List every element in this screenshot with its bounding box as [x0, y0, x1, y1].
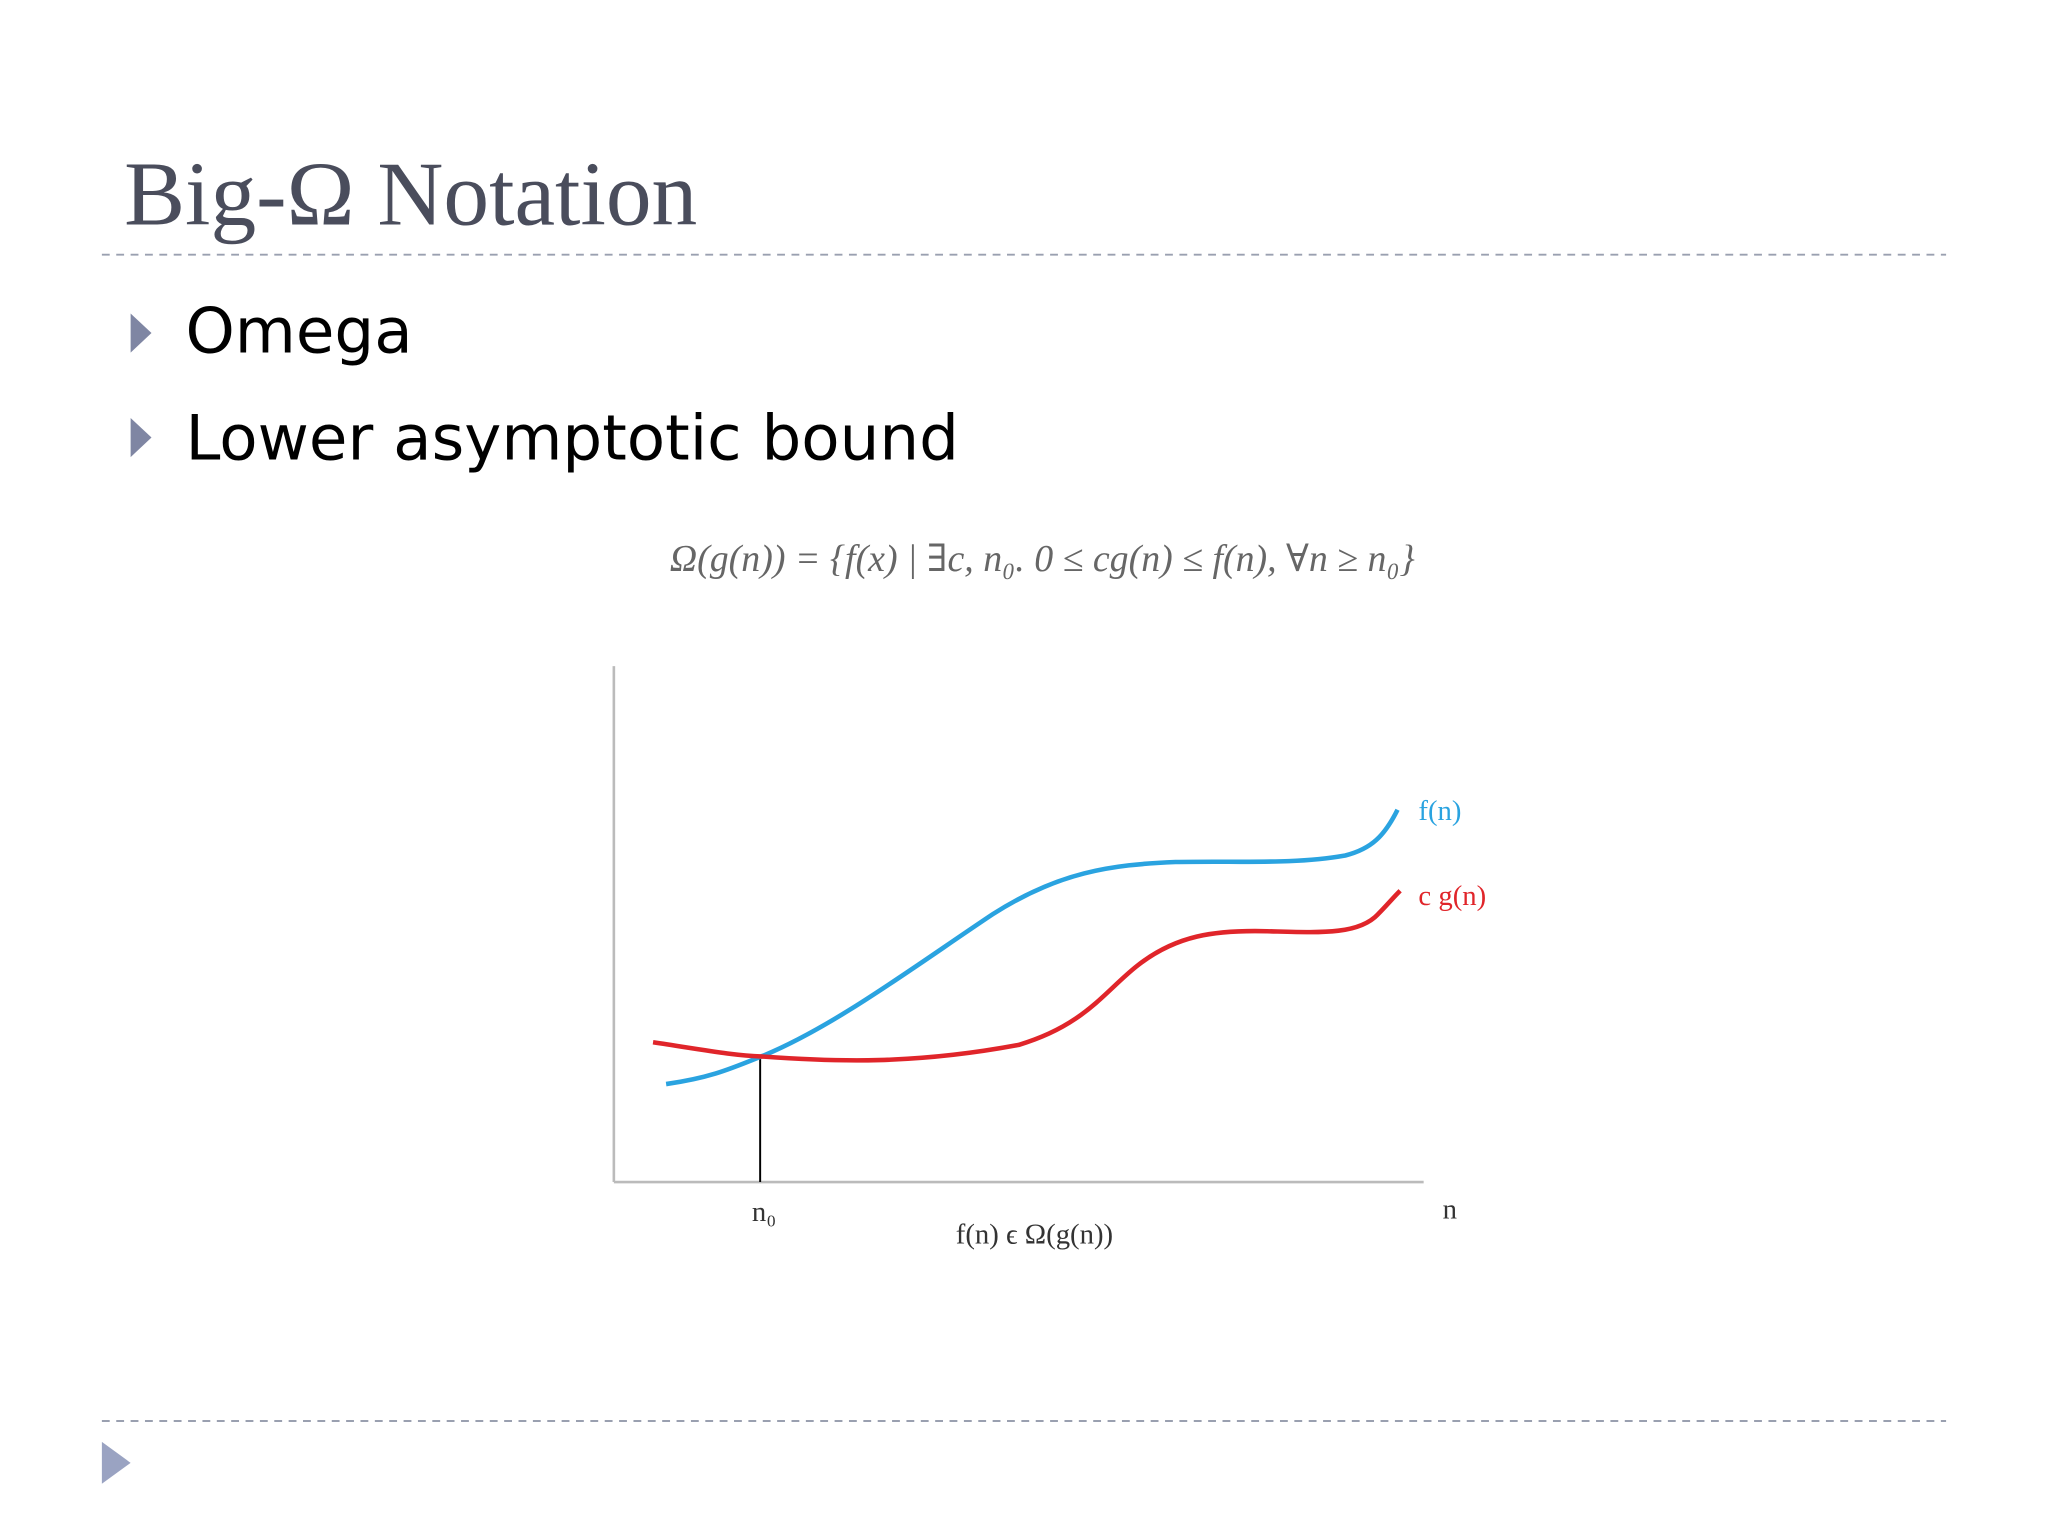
footer-marker	[101, 1441, 131, 1484]
bullet-marker	[130, 417, 152, 458]
bullet-text: Omega	[185, 295, 412, 368]
formula: Ω(g(n)) = {f(x) | ∃c, n₀. 0 ≤ cg(n) ≤ f(…	[670, 538, 1415, 580]
cg-curve	[652, 889, 1402, 1063]
bullet-marker	[130, 313, 152, 353]
x-label: n	[1443, 1194, 1457, 1226]
slide-content: Big-Ω Notation Omega Lower asymptotic bo…	[101, 144, 1947, 1484]
diagram-caption: f(n) ϵ Ω(g(n))	[956, 1218, 1113, 1250]
curve-label: c g(n)	[1418, 880, 1486, 912]
bullet-text: Lower asymptotic bound	[185, 402, 958, 475]
curve-label: f(n)	[1418, 795, 1461, 827]
x-label: n₀	[752, 1196, 776, 1228]
slide-title: Big-Ω Notation	[124, 144, 697, 245]
